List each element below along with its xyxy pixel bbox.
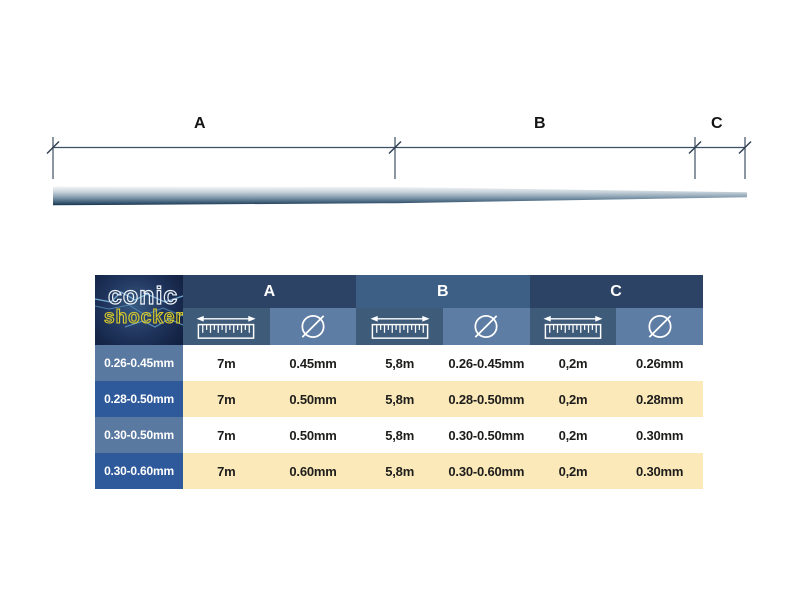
row-label: 0.30-0.50mm (95, 417, 183, 453)
diagram-section-c-label: C (710, 115, 724, 132)
cell-c-diameter: 0.28mm (616, 381, 703, 417)
diagram-section-b-label: B (533, 115, 547, 132)
cell-a-diameter: 0.50mm (269, 381, 357, 417)
length-column-header-b (356, 308, 443, 345)
ruler-icon (543, 315, 603, 339)
cell-a-length: 7m (183, 417, 270, 453)
diameter-icon (474, 314, 498, 339)
cell-c-diameter: 0.30mm (616, 417, 703, 453)
cell-b-length: 5,8m (356, 381, 443, 417)
diameter-column-header-b (442, 308, 530, 345)
row-label: 0.28-0.50mm (95, 381, 183, 417)
cell-b-diameter: 0.28-0.50mm (442, 381, 530, 417)
cell-b-length: 5,8m (356, 345, 443, 381)
cell-a-diameter: 0.60mm (269, 453, 357, 489)
ruler-icon (370, 315, 430, 339)
cell-b-length: 5,8m (356, 417, 443, 453)
cell-c-diameter: 0.26mm (616, 345, 703, 381)
dimension-tick-slashes (46, 141, 752, 154)
column-group-a-header: A (183, 275, 357, 308)
column-group-c-header: C (529, 275, 703, 308)
diameter-column-header-c (616, 308, 703, 345)
logo-word-shocker: shocker (103, 307, 183, 328)
column-group-b-header: B (356, 275, 530, 308)
diameter-icon (648, 314, 672, 339)
length-column-header-a (183, 308, 270, 345)
cell-b-diameter: 0.26-0.45mm (442, 345, 530, 381)
dimension-guides (52, 137, 746, 179)
cell-a-length: 7m (183, 453, 270, 489)
cell-b-diameter: 0.30-0.60mm (442, 453, 530, 489)
cell-a-length: 7m (183, 345, 270, 381)
diameter-icon (301, 314, 325, 339)
spec-table: conic shocker A B C (95, 275, 703, 489)
row-label: 0.30-0.60mm (95, 453, 183, 489)
cell-a-diameter: 0.50mm (269, 417, 357, 453)
lightning-icon (95, 291, 183, 328)
cell-c-length: 0,2m (529, 345, 617, 381)
cell-c-diameter: 0.30mm (616, 453, 703, 489)
cell-c-length: 0,2m (529, 453, 617, 489)
cell-b-diameter: 0.30-0.50mm (442, 417, 530, 453)
brand-logo: conic shocker (95, 275, 183, 345)
diagram-section-a-label: A (193, 115, 207, 132)
cell-a-length: 7m (183, 381, 270, 417)
logo-word-conic: conic (107, 282, 179, 310)
taper-diagram (46, 137, 752, 206)
ruler-icon (196, 315, 256, 339)
cell-c-length: 0,2m (529, 381, 617, 417)
cell-c-length: 0,2m (529, 417, 617, 453)
row-label: 0.26-0.45mm (95, 345, 183, 381)
diameter-column-header-a (269, 308, 357, 345)
length-column-header-c (529, 308, 617, 345)
cell-a-diameter: 0.45mm (269, 345, 357, 381)
cell-b-length: 5,8m (356, 453, 443, 489)
tapered-line-shape (53, 186, 747, 206)
